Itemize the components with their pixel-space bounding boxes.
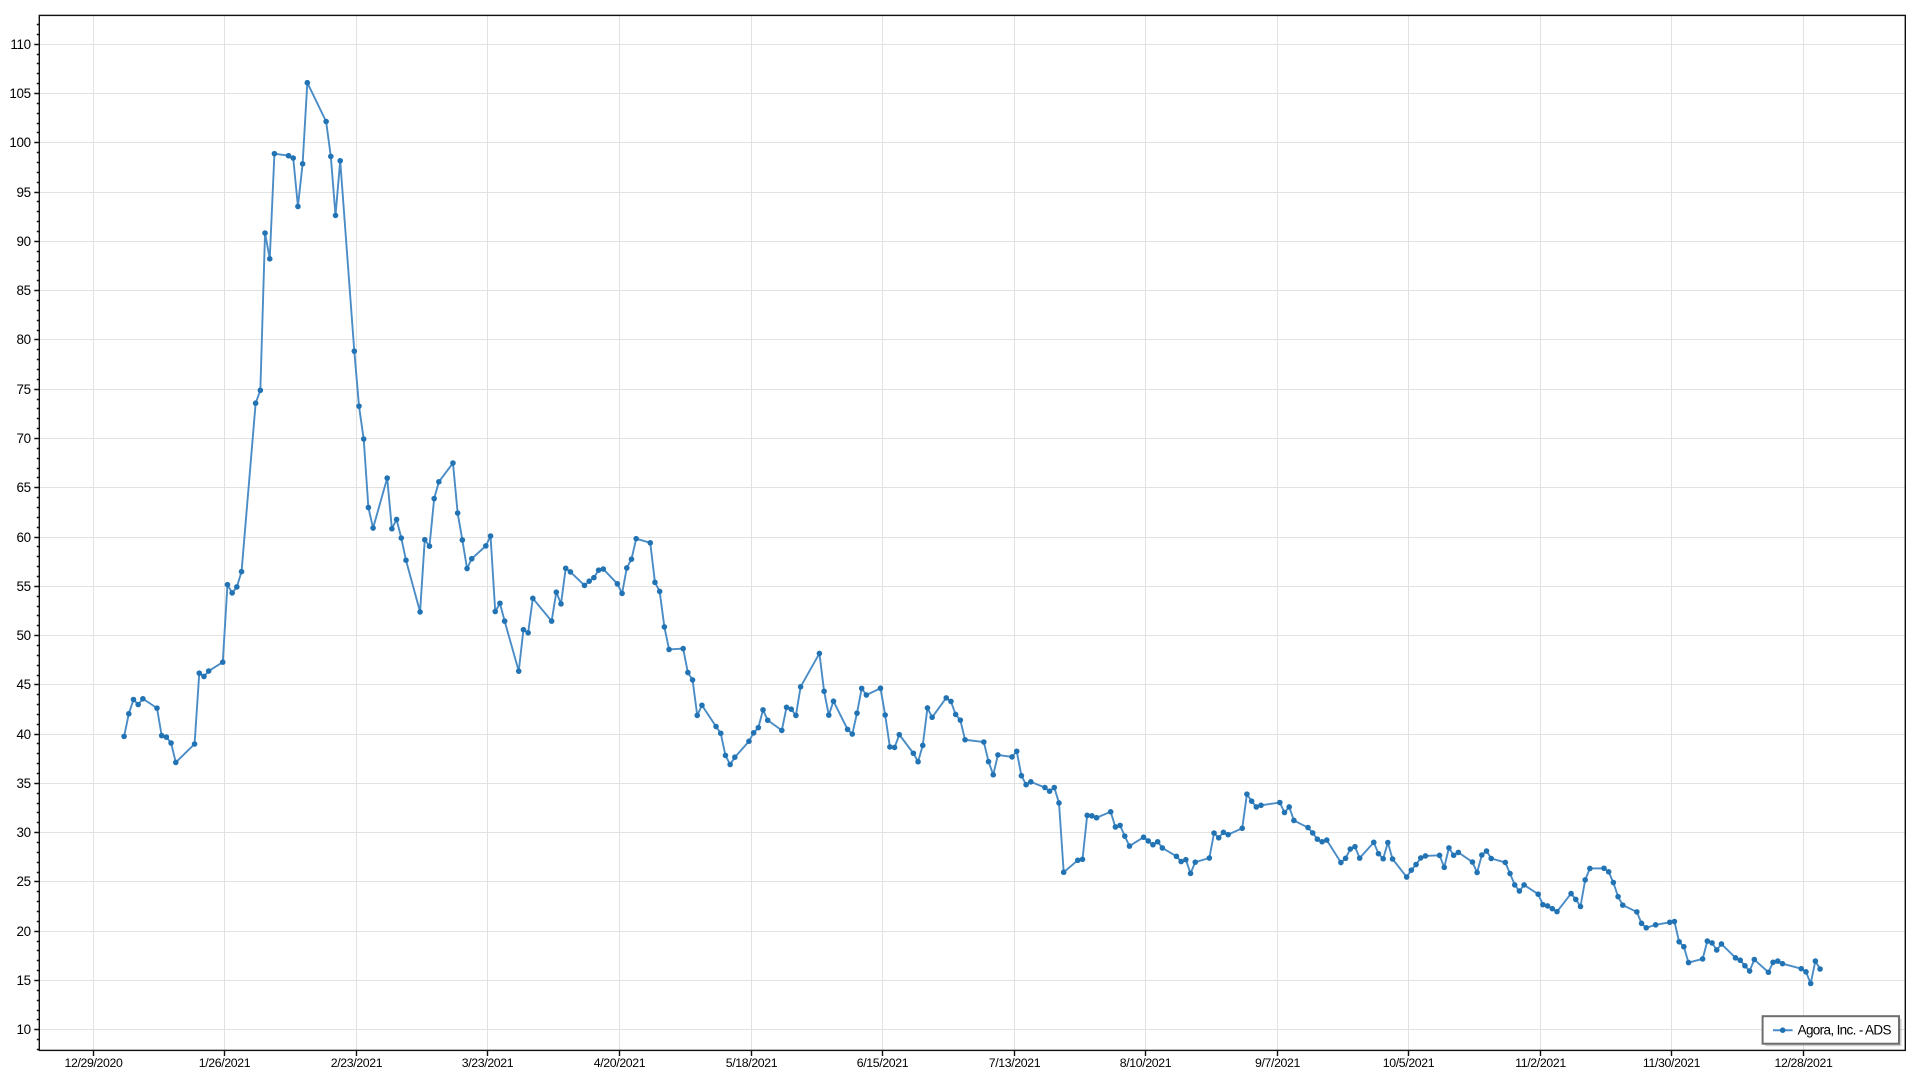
svg-text:12/28/2021: 12/28/2021 xyxy=(1774,1056,1833,1070)
svg-text:65: 65 xyxy=(17,480,31,495)
svg-text:90: 90 xyxy=(17,234,31,249)
svg-text:3/23/2021: 3/23/2021 xyxy=(462,1056,514,1070)
svg-text:40: 40 xyxy=(17,727,31,742)
svg-text:45: 45 xyxy=(17,677,31,692)
svg-text:11/2/2021: 11/2/2021 xyxy=(1515,1056,1566,1070)
svg-text:15: 15 xyxy=(17,973,31,988)
svg-text:8/10/2021: 8/10/2021 xyxy=(1120,1056,1172,1070)
svg-text:Agora, Inc. - ADS: Agora, Inc. - ADS xyxy=(1798,1023,1892,1038)
svg-text:11/30/2021: 11/30/2021 xyxy=(1643,1056,1701,1070)
svg-text:85: 85 xyxy=(17,283,31,298)
svg-text:50: 50 xyxy=(17,628,31,643)
svg-text:4/20/2021: 4/20/2021 xyxy=(594,1056,646,1070)
svg-text:60: 60 xyxy=(17,530,31,545)
svg-text:10: 10 xyxy=(17,1022,31,1037)
svg-text:55: 55 xyxy=(17,579,31,594)
svg-text:75: 75 xyxy=(17,382,31,397)
svg-text:5/18/2021: 5/18/2021 xyxy=(726,1056,778,1070)
svg-text:80: 80 xyxy=(17,332,31,347)
svg-text:10/5/2021: 10/5/2021 xyxy=(1383,1056,1435,1070)
svg-text:70: 70 xyxy=(17,431,31,446)
svg-text:12/29/2020: 12/29/2020 xyxy=(64,1056,123,1070)
svg-text:2/23/2021: 2/23/2021 xyxy=(331,1056,383,1070)
svg-text:95: 95 xyxy=(17,185,31,200)
svg-text:35: 35 xyxy=(17,776,31,791)
svg-text:20: 20 xyxy=(17,924,31,939)
svg-text:105: 105 xyxy=(9,86,30,101)
svg-text:100: 100 xyxy=(9,135,30,150)
svg-text:7/13/2021: 7/13/2021 xyxy=(989,1056,1041,1070)
svg-text:25: 25 xyxy=(17,874,31,889)
svg-text:1/26/2021: 1/26/2021 xyxy=(199,1056,251,1070)
svg-text:30: 30 xyxy=(17,825,31,840)
svg-text:110: 110 xyxy=(10,37,30,52)
svg-text:6/15/2021: 6/15/2021 xyxy=(857,1056,909,1070)
svg-text:9/7/2021: 9/7/2021 xyxy=(1255,1056,1301,1070)
